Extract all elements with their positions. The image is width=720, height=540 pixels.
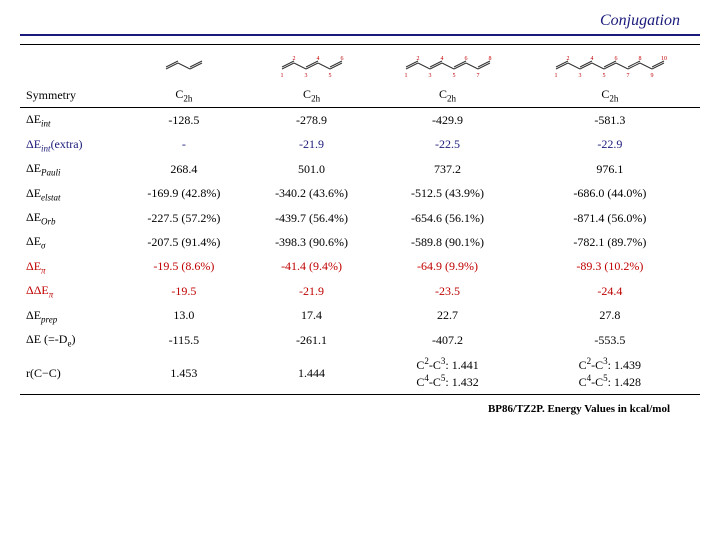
- svg-text:5: 5: [328, 73, 331, 79]
- footer-note: BP86/TZ2P. Energy Values in kcal/mol: [20, 403, 700, 415]
- eint-3: -429.9: [375, 108, 519, 133]
- svg-text:2: 2: [292, 56, 295, 62]
- esigma-2: -398.3 (90.6%): [248, 230, 376, 254]
- row-label-epi: ΔEπ: [20, 255, 120, 279]
- row-label-rcc: r(C−C): [20, 352, 120, 395]
- eorb-4: -871.4 (56.0%): [520, 206, 700, 230]
- depi-2: -21.9: [248, 279, 376, 303]
- rcc-1: 1.453: [120, 352, 248, 395]
- svg-text:8: 8: [638, 56, 641, 62]
- epauli-3: 737.2: [375, 157, 519, 181]
- eorb-1: -227.5 (57.2%): [120, 206, 248, 230]
- molecule-1: [120, 45, 248, 84]
- svg-text:3: 3: [578, 73, 581, 79]
- svg-text:5: 5: [602, 73, 605, 79]
- eint-extra-1: -: [120, 133, 248, 157]
- row-label-eint: ΔEint: [20, 108, 120, 133]
- symmetry-1: C2h: [120, 83, 248, 108]
- eint-2: -278.9: [248, 108, 376, 133]
- row-label-eorb: ΔEOrb: [20, 206, 120, 230]
- epauli-4: 976.1: [520, 157, 700, 181]
- epauli-2: 501.0: [248, 157, 376, 181]
- eelstat-3: -512.5 (43.9%): [375, 182, 519, 206]
- epi-3: -64.9 (9.9%): [375, 255, 519, 279]
- row-label-esigma: ΔEσ: [20, 230, 120, 254]
- esigma-3: -589.8 (90.1%): [375, 230, 519, 254]
- eprep-3: 22.7: [375, 304, 519, 328]
- eprep-2: 17.4: [248, 304, 376, 328]
- esigma-4: -782.1 (89.7%): [520, 230, 700, 254]
- svg-text:7: 7: [626, 73, 629, 79]
- eorb-3: -654.6 (56.1%): [375, 206, 519, 230]
- eprep-4: 27.8: [520, 304, 700, 328]
- row-label-de: ΔE (=-De): [20, 328, 120, 352]
- row-label-depi: ΔΔEπ: [20, 279, 120, 303]
- epi-4: -89.3 (10.2%): [520, 255, 700, 279]
- eelstat-4: -686.0 (44.0%): [520, 182, 700, 206]
- svg-text:4: 4: [590, 56, 593, 62]
- svg-text:3: 3: [304, 73, 307, 79]
- eint-extra-4: -22.9: [520, 133, 700, 157]
- depi-1: -19.5: [120, 279, 248, 303]
- rcc-3: C2-C3: 1.441C4-C5: 1.432: [375, 352, 519, 395]
- depi-3: -23.5: [375, 279, 519, 303]
- rcc-4: C2-C3: 1.439C4-C5: 1.428: [520, 352, 700, 395]
- depi-4: -24.4: [520, 279, 700, 303]
- molecule-2: 1 2 3 4 5 6: [248, 45, 376, 84]
- data-table: 1 2 3 4 5 6 1 2 3 4 5 6 7 8 1 2 3 4 5 6 7 8 9 10 Symmetry C2h…: [20, 44, 700, 395]
- row-label-eint-extra: ΔEint(extra): [20, 133, 120, 157]
- svg-text:5: 5: [452, 73, 455, 79]
- svg-text:10: 10: [661, 56, 667, 62]
- epauli-1: 268.4: [120, 157, 248, 181]
- eint-1: -128.5: [120, 108, 248, 133]
- svg-text:4: 4: [440, 56, 443, 62]
- epi-1: -19.5 (8.6%): [120, 255, 248, 279]
- svg-text:3: 3: [428, 73, 431, 79]
- de-3: -407.2: [375, 328, 519, 352]
- eint-extra-3: -22.5: [375, 133, 519, 157]
- symmetry-3: C2h: [375, 83, 519, 108]
- svg-text:7: 7: [476, 73, 479, 79]
- svg-text:6: 6: [464, 56, 467, 62]
- svg-text:2: 2: [566, 56, 569, 62]
- molecule-3: 1 2 3 4 5 6 7 8: [375, 45, 519, 84]
- svg-text:6: 6: [340, 56, 343, 62]
- epi-2: -41.4 (9.4%): [248, 255, 376, 279]
- symmetry-4: C2h: [520, 83, 700, 108]
- esigma-1: -207.5 (91.4%): [120, 230, 248, 254]
- eelstat-2: -340.2 (43.6%): [248, 182, 376, 206]
- data-table-wrap: 1 2 3 4 5 6 1 2 3 4 5 6 7 8 1 2 3 4 5 6 7 8 9 10 Symmetry C2h…: [20, 44, 700, 395]
- eint-4: -581.3: [520, 108, 700, 133]
- svg-text:1: 1: [554, 73, 557, 79]
- svg-text:1: 1: [280, 73, 283, 79]
- de-1: -115.5: [120, 328, 248, 352]
- svg-text:6: 6: [614, 56, 617, 62]
- row-label-symmetry: Symmetry: [20, 83, 120, 108]
- de-4: -553.5: [520, 328, 700, 352]
- svg-text:2: 2: [416, 56, 419, 62]
- de-2: -261.1: [248, 328, 376, 352]
- eprep-1: 13.0: [120, 304, 248, 328]
- svg-text:8: 8: [488, 56, 491, 62]
- svg-text:9: 9: [650, 73, 653, 79]
- page-title: Conjugation: [20, 12, 700, 36]
- svg-text:4: 4: [316, 56, 319, 62]
- eelstat-1: -169.9 (42.8%): [120, 182, 248, 206]
- symmetry-2: C2h: [248, 83, 376, 108]
- molecule-4: 1 2 3 4 5 6 7 8 9 10: [520, 45, 700, 84]
- header-empty: [20, 45, 120, 84]
- row-label-eprep: ΔEprep: [20, 304, 120, 328]
- eint-extra-2: -21.9: [248, 133, 376, 157]
- row-label-eelstat: ΔEelstat: [20, 182, 120, 206]
- svg-text:1: 1: [404, 73, 407, 79]
- rcc-2: 1.444: [248, 352, 376, 395]
- row-label-epauli: ΔEPauli: [20, 157, 120, 181]
- eorb-2: -439.7 (56.4%): [248, 206, 376, 230]
